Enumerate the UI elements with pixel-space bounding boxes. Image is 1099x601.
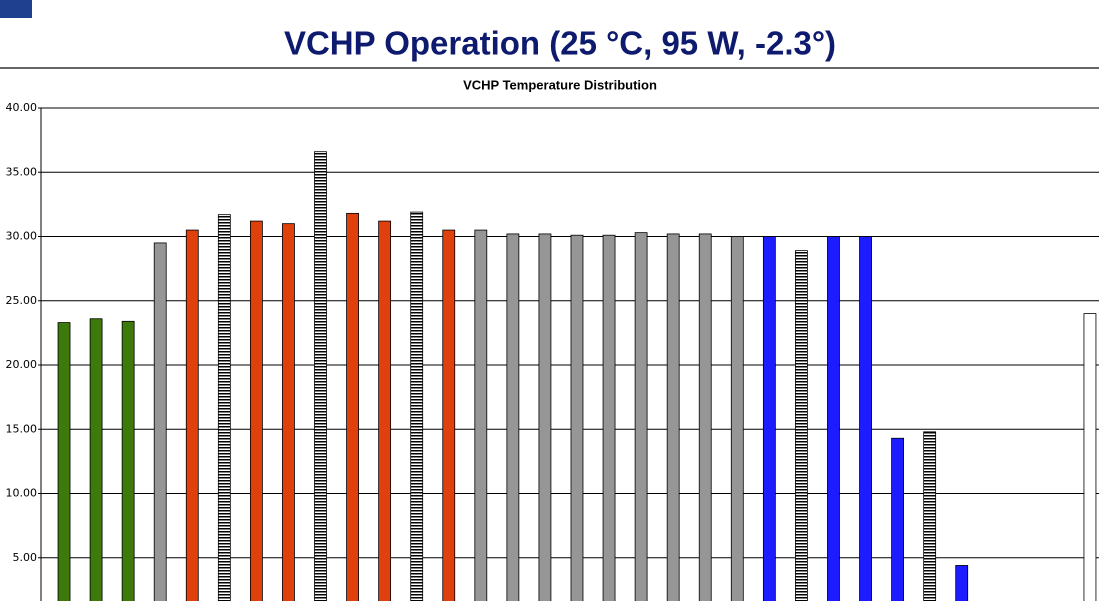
bar: [506, 233, 520, 601]
bar: [730, 236, 744, 601]
bar: [217, 214, 231, 601]
bar: [1083, 313, 1097, 601]
bar: [859, 236, 872, 601]
bar: [442, 229, 456, 601]
bar: [314, 151, 327, 601]
bar: [891, 437, 904, 601]
bar: [634, 232, 648, 601]
bar: [666, 233, 680, 601]
bar: [282, 223, 295, 601]
bar: [570, 234, 584, 601]
bar: [955, 565, 969, 601]
bar: [89, 318, 103, 601]
y-tick-label: 35.00: [6, 165, 38, 178]
y-tick-label: 10.00: [6, 487, 38, 500]
bar: [346, 212, 359, 601]
y-tick-label: 40.00: [6, 101, 38, 114]
bar: [923, 431, 937, 601]
bar: [57, 322, 71, 601]
chart-title: VCHP Temperature Distribution: [463, 77, 657, 92]
bar: [378, 220, 392, 601]
bar: [153, 242, 167, 601]
corner-block: [0, 0, 32, 18]
bar: [762, 236, 776, 601]
bar: [249, 220, 263, 601]
bar: [474, 229, 488, 601]
y-tick-label: 5.00: [13, 551, 38, 564]
bar: [410, 211, 424, 601]
bar: [602, 234, 616, 601]
y-tick-label: 20.00: [6, 358, 38, 371]
bar: [121, 320, 135, 601]
bar: [538, 233, 552, 601]
y-tick-label: 15.00: [6, 422, 38, 435]
plot: 5.00 10.00 15.00 20.00 25.00 30.00 35.00 40.00: [6, 101, 1099, 601]
bar: [795, 250, 808, 601]
bar: [185, 229, 199, 601]
slide-title: VCHP Operation (25 °C, 95 W, -2.3°): [284, 25, 836, 62]
bar: [698, 233, 712, 601]
y-tick-label: 25.00: [6, 294, 38, 307]
bar: [827, 236, 840, 601]
y-tick-label: 30.00: [6, 230, 38, 243]
